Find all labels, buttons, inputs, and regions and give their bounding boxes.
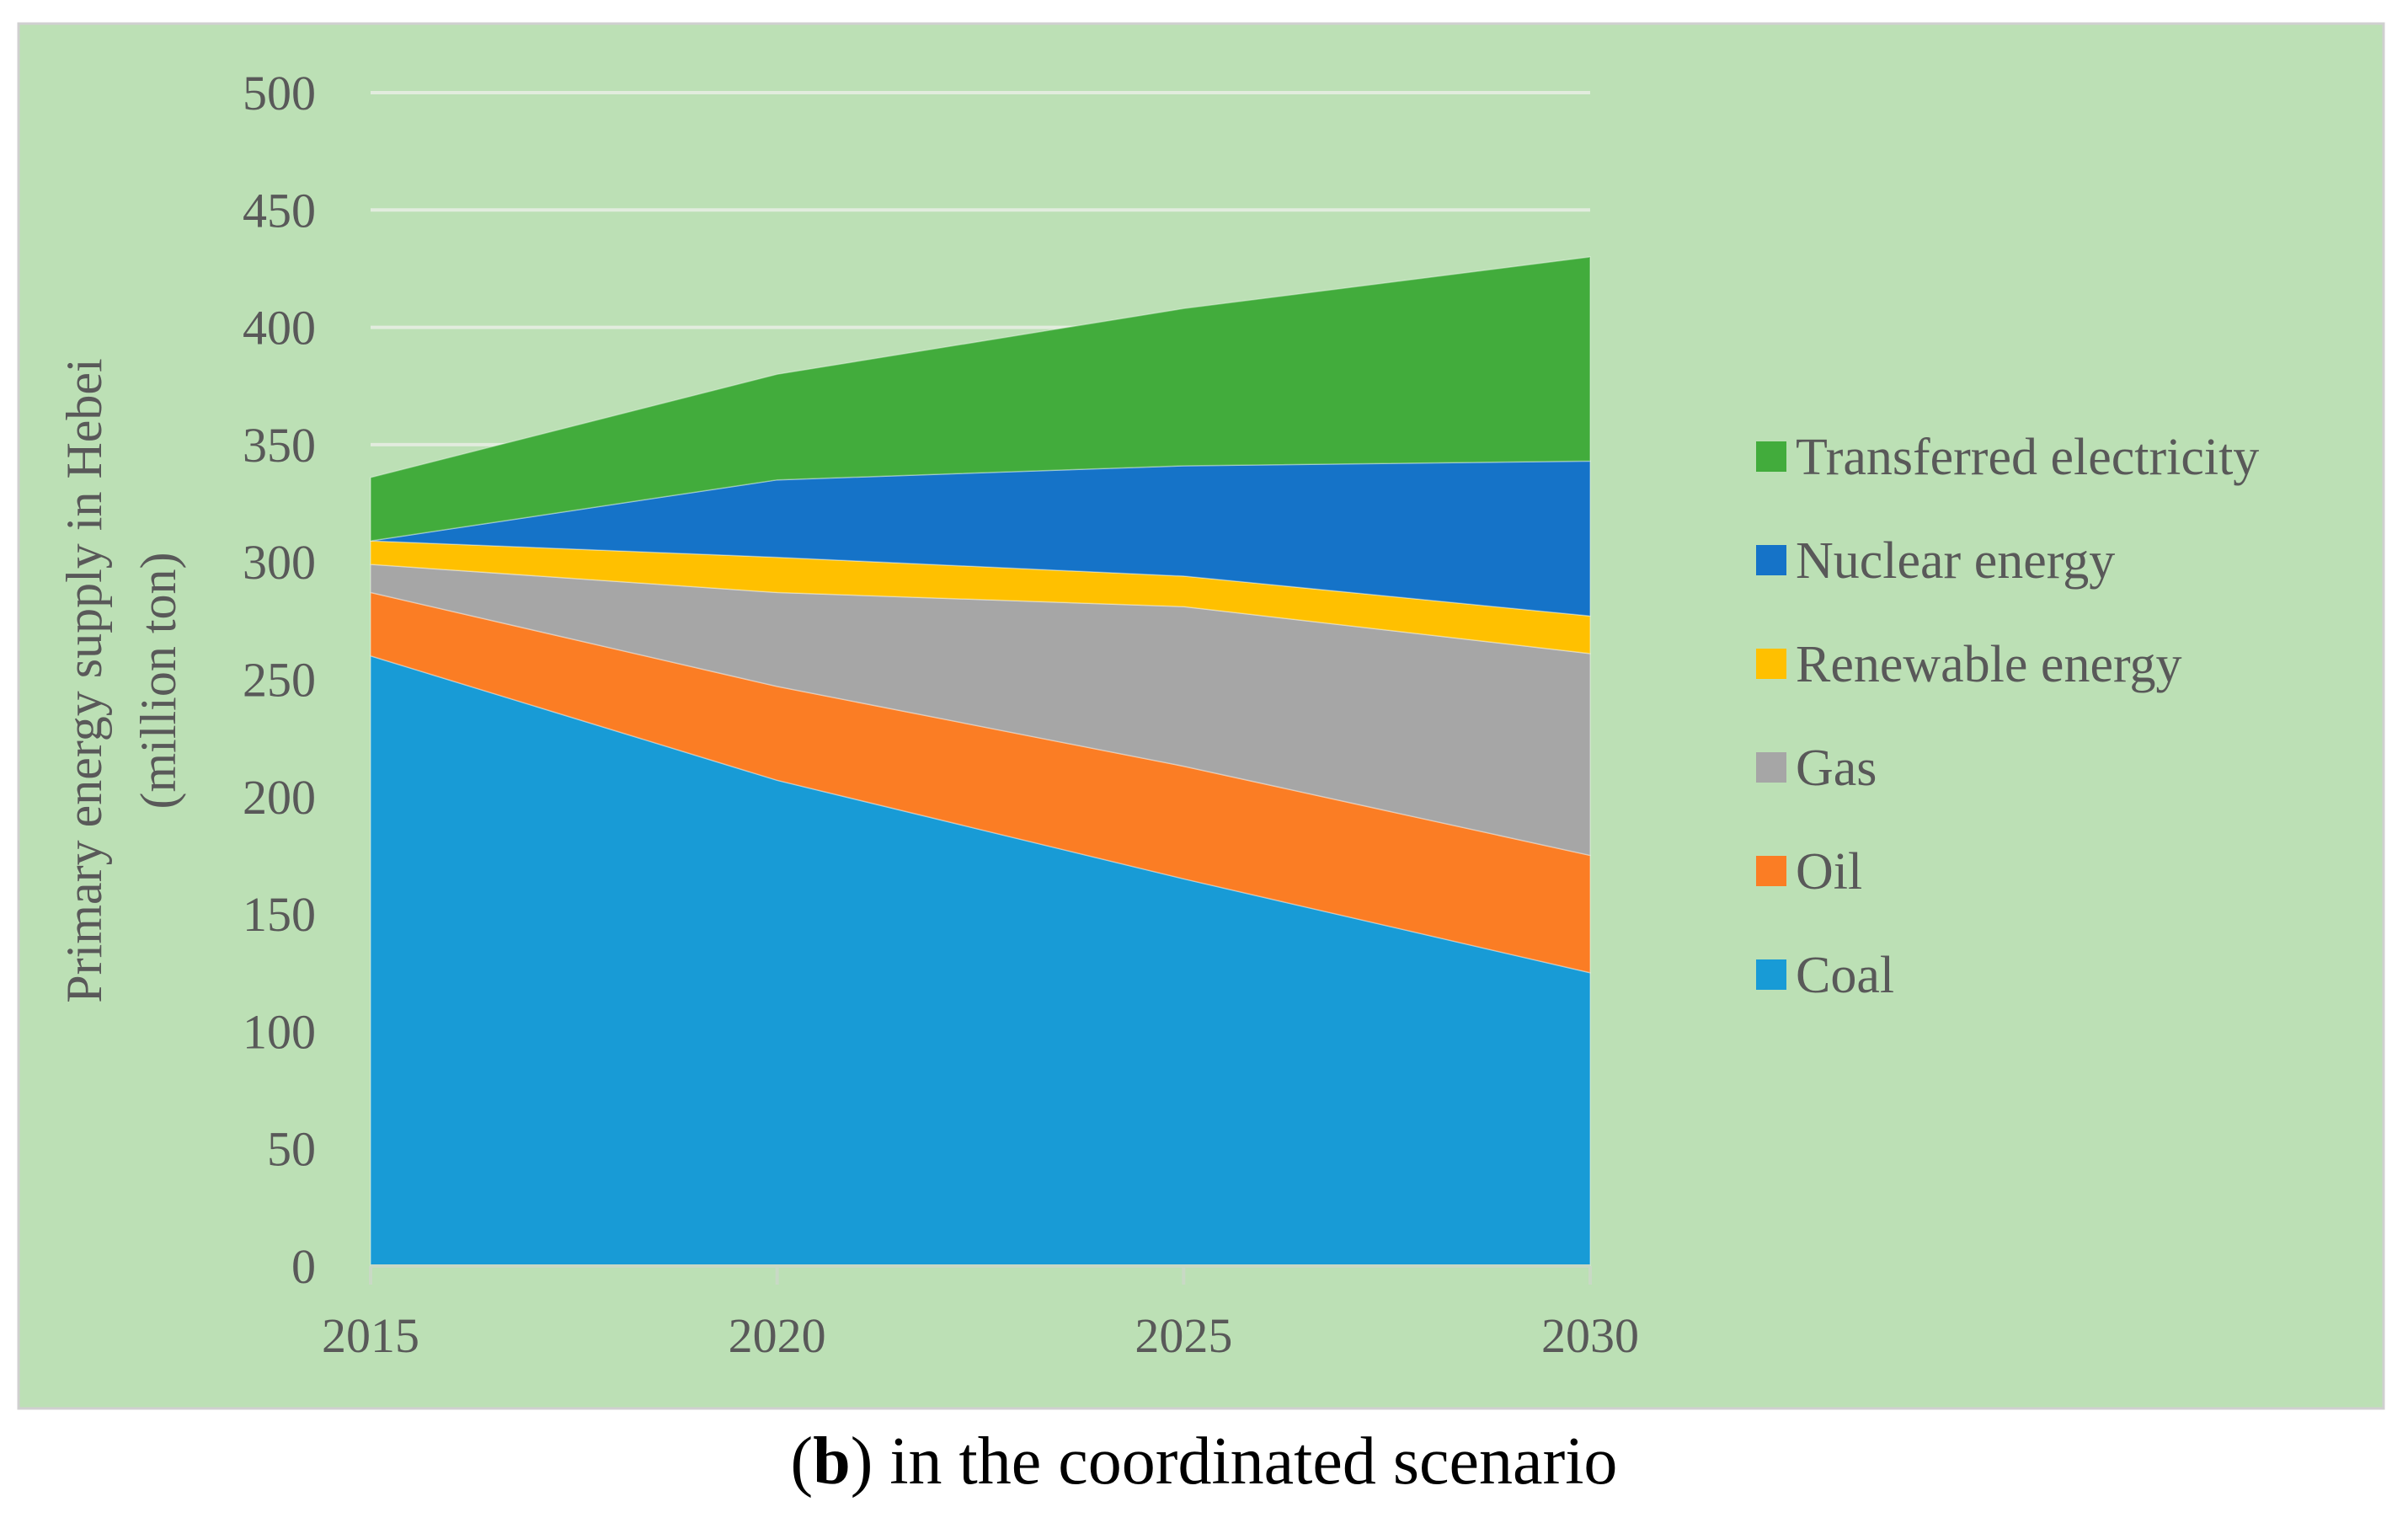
area-gas — [370, 564, 1591, 857]
y-axis-title-line1: Primary energy supply in Hebei — [56, 358, 112, 1002]
legend-swatch-transferred-electricity — [1756, 441, 1786, 472]
y-tick-label-350: 350 — [243, 418, 316, 473]
x-tick-label-2015: 2015 — [322, 1308, 419, 1363]
legend-swatch-nuclear-energy — [1756, 545, 1786, 575]
y-tick-label-300: 300 — [243, 535, 316, 590]
area-layer — [370, 256, 1591, 1267]
x-tick-labels: 2015 2020 2025 2030 — [322, 1308, 1639, 1363]
legend-swatch-oil — [1756, 856, 1786, 886]
legend-label-nuclear-energy: Nuclear energy — [1796, 532, 2115, 590]
legend-label-gas: Gas — [1796, 740, 1877, 797]
axis-layer — [369, 1264, 1592, 1285]
y-tick-label-450: 450 — [243, 183, 316, 238]
y-axis-title-line2: (million ton) — [131, 553, 186, 810]
caption-text: in the coordinated scenario — [889, 1424, 1618, 1499]
legend-label-coal: Coal — [1796, 947, 1894, 1004]
y-tick-label-0: 0 — [291, 1239, 316, 1294]
area-transferred-electricity — [370, 256, 1591, 542]
area-oil — [370, 591, 1591, 974]
legend-swatch-renewable-energy — [1756, 649, 1786, 679]
caption-letter: b — [813, 1424, 851, 1499]
legend-label-transferred-electricity: Transferred electricity — [1796, 429, 2259, 486]
legend-label-renewable-energy: Renewable energy — [1796, 636, 2182, 693]
legend: Transferred electricity Nuclear energy Ren… — [1756, 429, 2259, 1004]
legend-swatch-gas — [1756, 752, 1786, 783]
y-tick-label-500: 500 — [243, 66, 316, 120]
y-tick-labels: 0 50 100 150 200 250 300 350 400 450 500 — [243, 66, 316, 1294]
y-tick-label-100: 100 — [243, 1004, 316, 1059]
x-tick-label-2020: 2020 — [729, 1308, 826, 1363]
y-tick-label-150: 150 — [243, 887, 316, 942]
x-tick-label-2025: 2025 — [1135, 1308, 1232, 1363]
legend-label-oil: Oil — [1796, 843, 1862, 900]
y-tick-label-200: 200 — [243, 770, 316, 825]
area-renewable-energy — [370, 540, 1591, 655]
y-tick-label-250: 250 — [243, 653, 316, 708]
legend-swatch-coal — [1756, 959, 1786, 990]
y-tick-label-50: 50 — [267, 1122, 316, 1177]
y-tick-label-400: 400 — [243, 301, 316, 355]
figure-caption: (b) in the coordinated scenario — [790, 1424, 1618, 1499]
x-tick-label-2030: 2030 — [1541, 1308, 1639, 1363]
